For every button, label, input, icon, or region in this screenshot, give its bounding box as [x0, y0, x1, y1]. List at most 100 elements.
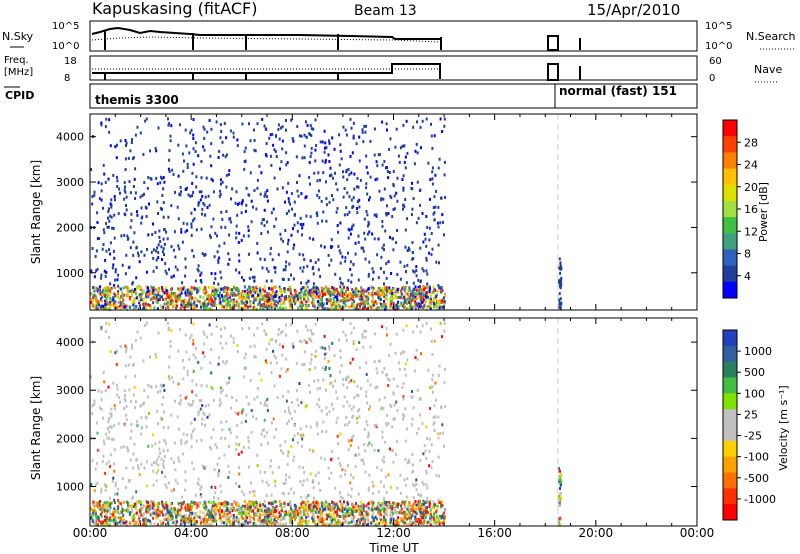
echo-cell: [422, 240, 425, 244]
echo-cell: [152, 516, 155, 520]
echo-cell: [234, 520, 237, 524]
echo-cell: [228, 511, 231, 514]
echo-cell: [376, 177, 379, 181]
freq-label-line2: [MHz]: [4, 67, 33, 78]
echo-cell: [395, 191, 398, 195]
echo-cell: [152, 296, 155, 299]
echo-cell: [219, 297, 222, 300]
echo-cell: [291, 137, 294, 140]
echo-cell: [309, 504, 312, 508]
echo-cell: [214, 288, 217, 292]
echo-cell: [365, 510, 368, 514]
echo-cell: [162, 459, 165, 463]
echo-cell: [135, 276, 138, 280]
echo-cell: [261, 322, 264, 326]
echo-cell: [290, 487, 292, 491]
echo-cell: [313, 304, 316, 308]
echo-cell: [308, 175, 311, 179]
echo-cell: [301, 269, 304, 273]
echo-cell: [208, 515, 211, 519]
echo-cell: [381, 504, 384, 508]
echo-cell: [129, 149, 132, 153]
echo-cell: [349, 292, 352, 296]
echo-cell: [315, 286, 318, 290]
echo-cell: [214, 277, 217, 281]
echo-cell: [390, 509, 392, 513]
echo-cell: [314, 148, 317, 152]
echo-cell: [222, 153, 225, 157]
echo-cell: [403, 298, 406, 302]
echo-cell: [298, 294, 301, 297]
echo-cell: [557, 266, 560, 270]
echo-cell: [242, 493, 245, 496]
echo-cell: [201, 464, 204, 468]
echo-cell: [100, 328, 103, 332]
echo-cell: [296, 125, 299, 128]
echo-cell: [321, 296, 324, 299]
echo-cell: [367, 520, 370, 524]
echo-cell: [413, 304, 416, 307]
nave-label: Nave: [754, 63, 782, 76]
echo-cell: [170, 275, 173, 279]
echo-cell: [104, 293, 106, 297]
echo-cell: [272, 292, 275, 296]
echo-cell: [337, 457, 340, 460]
echo-cell: [209, 445, 211, 449]
echo-cell: [433, 421, 436, 425]
echo-cell: [370, 285, 373, 289]
echo-cell: [309, 472, 312, 476]
echo-cell: [98, 197, 101, 201]
echo-cell: [355, 348, 358, 351]
echo-cell: [425, 256, 428, 260]
echo-cell: [306, 513, 309, 516]
echo-cell: [264, 305, 267, 309]
echo-cell: [180, 439, 183, 442]
echo-cell: [415, 518, 418, 522]
echo-cell: [214, 297, 217, 301]
echo-cell: [431, 460, 434, 463]
echo-cell: [172, 172, 175, 176]
echo-cell: [225, 381, 228, 385]
echo-cell: [340, 502, 343, 506]
echo-cell: [341, 282, 344, 286]
echo-cell: [174, 478, 177, 482]
echo-cell: [158, 509, 161, 513]
echo-cell: [385, 327, 388, 330]
echo-cell: [403, 264, 406, 268]
echo-cell: [334, 486, 337, 490]
echo-cell: [243, 296, 246, 300]
echo-cell: [106, 436, 109, 440]
echo-cell: [375, 213, 378, 217]
echo-cell: [92, 298, 94, 302]
echo-cell: [146, 395, 149, 399]
echo-cell: [433, 521, 436, 525]
echo-cell: [357, 452, 360, 456]
echo-cell: [430, 253, 433, 257]
echo-cell: [308, 161, 311, 164]
echo-cell: [416, 517, 419, 521]
echo-cell: [267, 269, 270, 273]
echo-cell: [410, 520, 413, 524]
echo-cell: [102, 503, 105, 507]
echo-cell: [284, 513, 286, 517]
echo-cell: [287, 295, 290, 298]
echo-cell: [306, 478, 309, 482]
echo-cell: [328, 476, 331, 480]
echo-cell: [147, 444, 150, 448]
echo-cell: [559, 271, 562, 275]
echo-cell: [299, 266, 302, 270]
echo-cell: [329, 297, 332, 301]
echo-cell: [208, 323, 211, 327]
echo-cell: [353, 293, 355, 296]
echo-cell: [142, 300, 145, 304]
echo-cell: [253, 397, 256, 401]
echo-cell: [312, 272, 315, 276]
echo-cell: [235, 190, 238, 194]
echo-cell: [223, 290, 225, 293]
echo-cell: [259, 257, 262, 261]
echo-cell: [147, 504, 150, 508]
echo-cell: [213, 510, 216, 514]
echo-cell: [227, 262, 230, 266]
echo-cell: [119, 345, 122, 349]
echo-cell: [276, 294, 279, 298]
